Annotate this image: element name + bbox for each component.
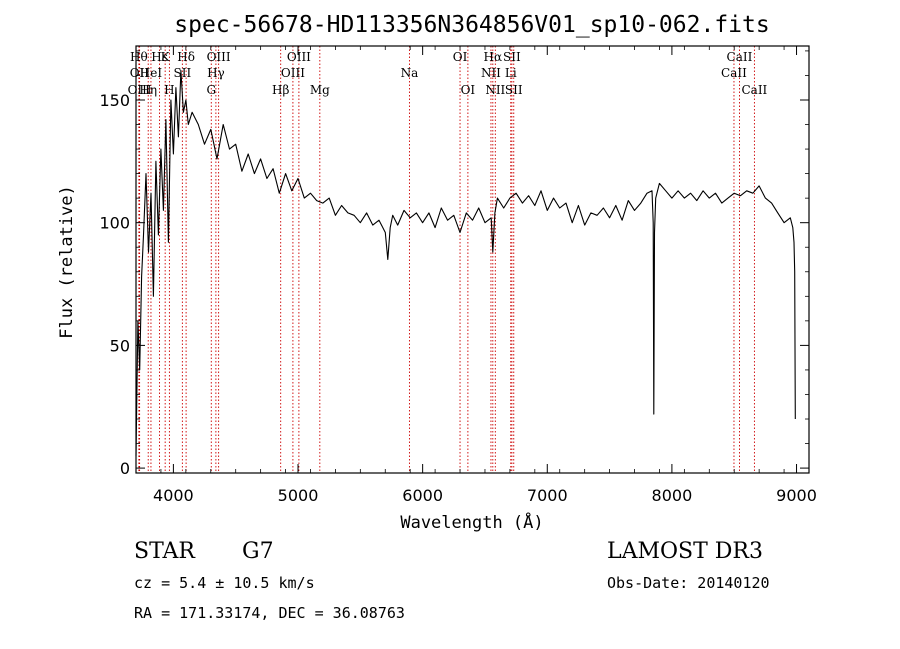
y-tick-label-3: 150 (99, 91, 130, 110)
x-tick-label-3: 7000 (527, 486, 568, 505)
line-label-3: Hη (139, 83, 157, 97)
line-label-15: OIII (287, 50, 311, 64)
line-label-4: HeI (140, 66, 163, 80)
line-label-13: Hβ (272, 83, 289, 97)
chart-title: spec-56678-HD113356N364856V01_sp10-062.f… (174, 12, 769, 38)
survey-name: LAMOST DR3 (607, 539, 763, 564)
line-label-11: Hγ (207, 66, 225, 80)
line-label-6: K (161, 50, 171, 64)
line-label-0: Hθ (130, 50, 148, 64)
line-label-10: G (206, 83, 216, 97)
line-label-23: Li (505, 66, 517, 80)
object-class: STAR (134, 539, 196, 564)
plot-frame (135, 45, 810, 474)
line-label-24: SII (503, 50, 521, 64)
line-label-28: CaII (741, 83, 767, 97)
line-label-1: OII (130, 66, 150, 80)
y-tick-label-0: 0 (120, 459, 130, 478)
line-label-18: OI (453, 50, 468, 64)
x-tick-label-1: 5000 (278, 486, 319, 505)
line-label-21: Hα (484, 50, 503, 64)
line-label-8: SII (174, 66, 192, 80)
y-tick-label-1: 50 (110, 336, 130, 355)
x-tick-label-2: 6000 (402, 486, 443, 505)
line-label-2: OIII (128, 83, 152, 97)
object-subclass: G7 (242, 539, 274, 564)
x-axis-label: Wavelength (Å) (400, 511, 543, 533)
line-label-25: SII (505, 83, 523, 97)
observation-date: Obs-Date: 20140120 (607, 574, 770, 592)
x-tick-label-5: 9000 (776, 486, 817, 505)
line-label-26: CaII (721, 66, 747, 80)
spectral-line-markers (138, 46, 755, 473)
line-label-7: H (164, 83, 174, 97)
line-label-5: Hε (151, 50, 168, 64)
y-axis-label: Flux (relative) (57, 185, 77, 339)
redshift-velocity: cz = 5.4 ± 10.5 km/s (134, 574, 315, 592)
line-label-14: OIII (281, 66, 305, 80)
spectrum-line (135, 69, 796, 456)
y-tick-label-2: 100 (99, 214, 130, 233)
line-label-9: Hδ (177, 50, 195, 64)
line-label-20: NII (481, 66, 501, 80)
x-tick-label-0: 4000 (153, 486, 194, 505)
line-label-12: OIII (207, 50, 231, 64)
x-tick-label-4: 8000 (652, 486, 693, 505)
x-axis-ticks: 4000 5000 6000 7000 8000 9000 (135, 46, 817, 505)
spectral-line-labels: HθOIIOIIIHηHeIHεKHSIIHδGHγOIIIHβOIIIOIII… (128, 50, 768, 97)
line-label-19: OI (461, 83, 476, 97)
line-label-16: Mg (310, 83, 330, 97)
coordinates: RA = 171.33174, DEC = 36.08763 (134, 604, 405, 622)
line-label-22: NII (485, 83, 505, 97)
line-label-27: CaII (727, 50, 753, 64)
y-axis-ticks: 0 50 100 150 (99, 50, 809, 478)
line-label-17: Na (401, 66, 419, 80)
